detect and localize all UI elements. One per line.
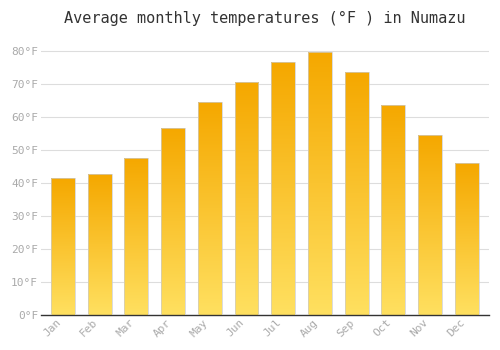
Title: Average monthly temperatures (°F ) in Numazu: Average monthly temperatures (°F ) in Nu… <box>64 11 466 26</box>
